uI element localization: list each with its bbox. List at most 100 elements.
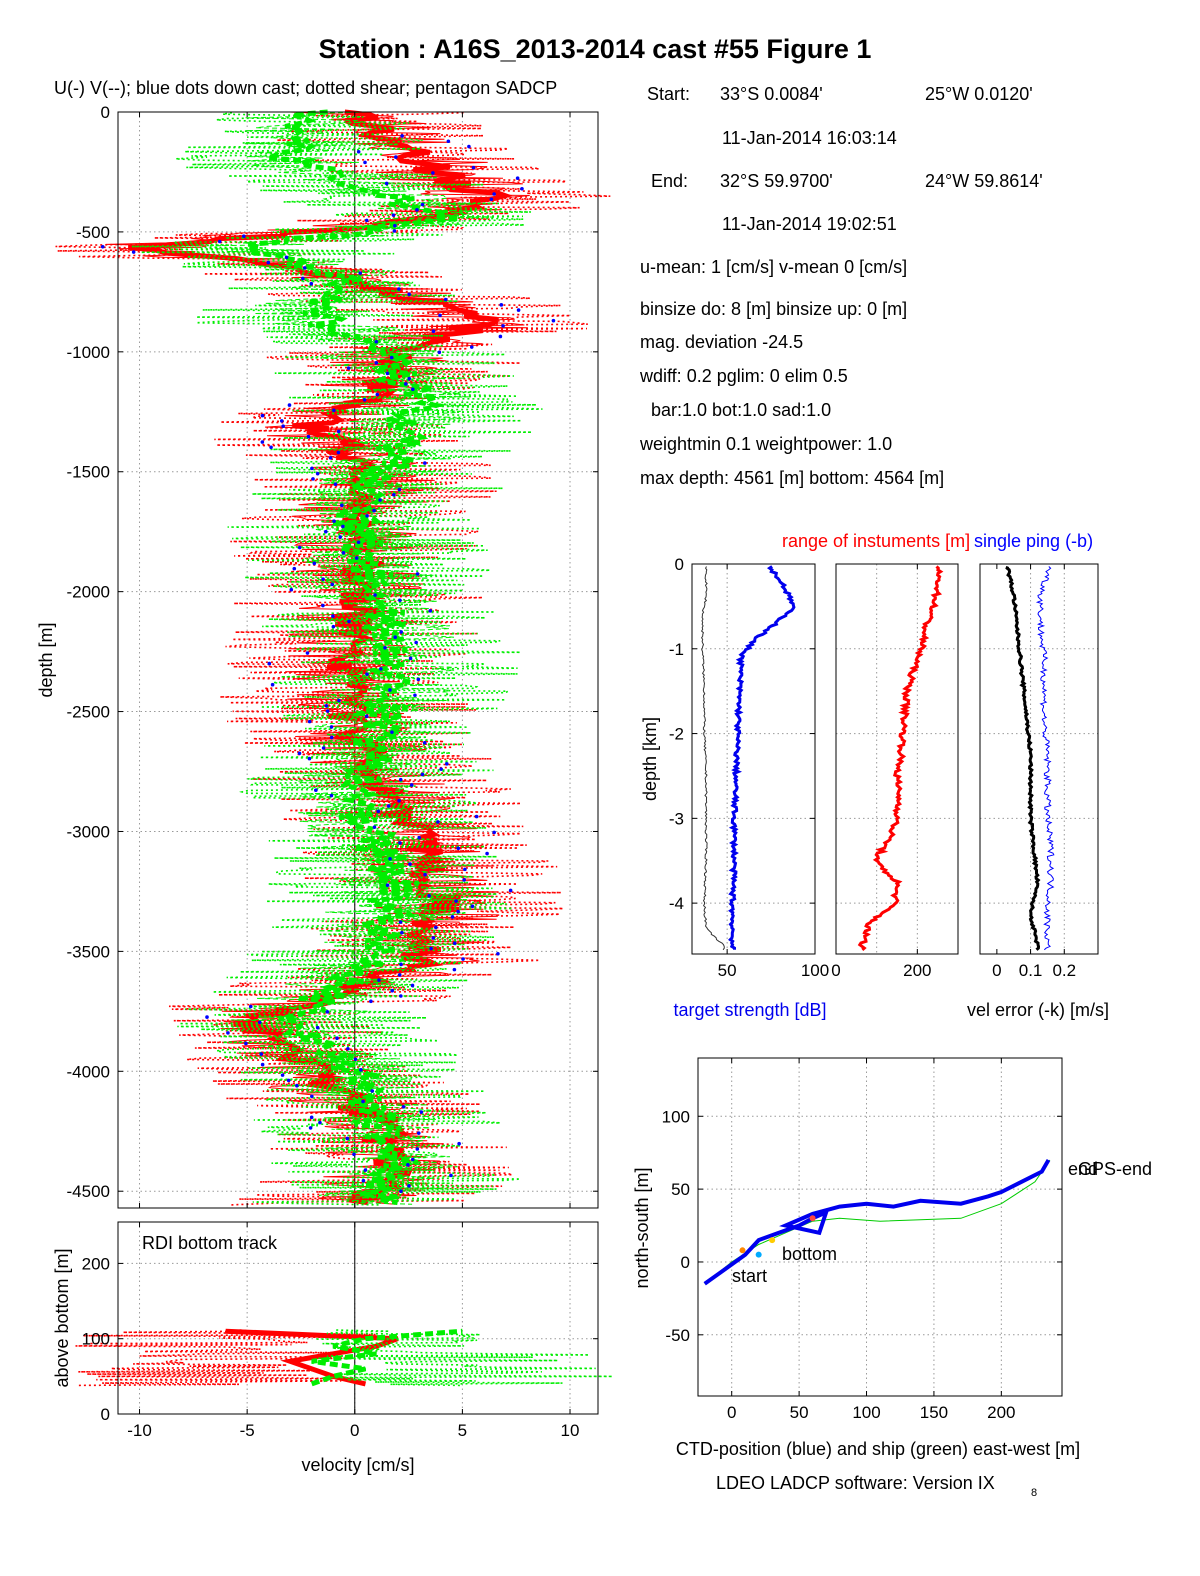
y-tick-label: 0 bbox=[101, 103, 110, 122]
track-marker bbox=[755, 1251, 762, 1258]
downcast-dot bbox=[471, 165, 476, 170]
downcast-dot bbox=[372, 825, 377, 829]
downcast-dot bbox=[431, 936, 436, 940]
x-tick-label: 200 bbox=[987, 1403, 1015, 1422]
target-strength-frame bbox=[691, 563, 816, 955]
target-strength-ylabel: depth [km] bbox=[640, 717, 660, 801]
track-marker bbox=[739, 1247, 746, 1254]
x-tick-label: -10 bbox=[127, 1421, 152, 1440]
downcast-dot bbox=[420, 772, 425, 777]
downcast-dot bbox=[390, 988, 395, 993]
x-tick-label: 50 bbox=[718, 961, 737, 980]
downcast-dot bbox=[410, 983, 415, 988]
figure-title: Station : A16S_2013-2014 cast #55 Figure… bbox=[319, 34, 872, 64]
downcast-dot bbox=[461, 957, 465, 961]
downcast-dot bbox=[361, 1099, 365, 1104]
x-tick-label: 0 bbox=[350, 1421, 359, 1440]
x-tick-label: 100 bbox=[801, 961, 829, 980]
shear-trace-u bbox=[55, 111, 611, 1206]
downcast-dot bbox=[520, 186, 524, 191]
ctd-track bbox=[703, 1158, 1051, 1286]
downcast-dot bbox=[452, 967, 457, 972]
downcast-dot bbox=[474, 814, 479, 819]
downcast-dot bbox=[354, 556, 359, 560]
figure-subtitle: U(-) V(--); blue dots down cast; dotted … bbox=[54, 78, 557, 98]
downcast-dot bbox=[321, 746, 326, 750]
downcast-dot bbox=[417, 835, 422, 840]
downcast-dot bbox=[378, 498, 382, 502]
downcast-dot bbox=[281, 424, 285, 428]
downcast-dot bbox=[399, 630, 403, 634]
x-tick-label: 0 bbox=[992, 961, 1001, 980]
downcast-dot bbox=[409, 783, 414, 787]
downcast-dot bbox=[363, 1168, 368, 1172]
downcast-dot bbox=[407, 376, 412, 381]
velocity-profile-ylabel: depth [m] bbox=[36, 622, 56, 697]
y-tick-label: -4500 bbox=[67, 1182, 110, 1201]
target-strength-line bbox=[728, 565, 796, 950]
track-label-gps-end: GPS-end bbox=[1078, 1159, 1152, 1179]
y-tick-label: -1500 bbox=[67, 463, 110, 482]
bottom-track-xlabel: velocity [cm/s] bbox=[301, 1455, 414, 1475]
velocity-trace-v bbox=[209, 111, 494, 1205]
velocity-profile-frame bbox=[117, 111, 599, 1209]
x-tick-label: 100 bbox=[852, 1403, 880, 1422]
downcast-dot bbox=[306, 434, 311, 439]
downcast-dot bbox=[370, 1089, 375, 1093]
downcast-dot bbox=[363, 160, 367, 165]
downcast-dot bbox=[390, 730, 394, 734]
downcast-dot bbox=[337, 698, 341, 703]
downcast-dot bbox=[383, 645, 387, 650]
weight-text: weightmin 0.1 weightpower: 1.0 bbox=[639, 434, 892, 454]
downcast-dot bbox=[295, 1083, 299, 1088]
y-tick-label: -50 bbox=[665, 1326, 690, 1345]
downcast-dot bbox=[312, 561, 317, 566]
downcast-dot bbox=[257, 1020, 262, 1025]
downcast-dot bbox=[436, 820, 440, 824]
downcast-dot bbox=[389, 355, 394, 360]
downcast-dot bbox=[416, 677, 421, 682]
downcast-dot bbox=[415, 572, 420, 576]
downcast-dot bbox=[501, 324, 505, 328]
track-label-end: end bbox=[1068, 1159, 1098, 1179]
start-lat: 33°S 0.0084' bbox=[720, 84, 823, 104]
downcast-dot bbox=[414, 640, 418, 645]
downcast-dot bbox=[324, 704, 329, 708]
downcast-dot bbox=[226, 1031, 230, 1035]
downcast-dot bbox=[467, 144, 471, 149]
downcast-dot bbox=[325, 1010, 330, 1014]
downcast-dot bbox=[346, 366, 351, 370]
downcast-dot bbox=[302, 266, 307, 270]
downcast-dot bbox=[325, 709, 330, 713]
velocity-profile-panel: 0 -500 -1000 -1500 -2000 -2500 -3000 -3500 -4000… bbox=[36, 103, 611, 1209]
downcast-dot bbox=[340, 503, 344, 508]
downcast-dot bbox=[346, 1046, 350, 1051]
downcast-dot bbox=[331, 614, 335, 618]
track-marker bbox=[809, 1215, 816, 1222]
bottom-profile-v bbox=[310, 1328, 463, 1387]
downcast-dot bbox=[362, 397, 367, 402]
downcast-dot bbox=[392, 229, 397, 233]
downcast-dot bbox=[338, 535, 343, 539]
downcast-dot bbox=[332, 519, 336, 523]
y-tick-label: 100 bbox=[82, 1330, 110, 1349]
downcast-dot bbox=[393, 223, 397, 228]
downcast-dot bbox=[336, 429, 341, 434]
downcast-dot bbox=[429, 946, 433, 951]
downcast-dot bbox=[485, 851, 489, 856]
downcast-dot bbox=[499, 303, 504, 307]
downcast-dot bbox=[332, 408, 336, 413]
downcast-dot bbox=[434, 925, 438, 930]
downcast-dot bbox=[374, 361, 379, 365]
x-tick-label: -5 bbox=[240, 1421, 255, 1440]
y-tick-label: -2500 bbox=[67, 703, 110, 722]
downcast-dot bbox=[423, 461, 427, 465]
downcast-dot bbox=[373, 593, 377, 597]
downcast-dot bbox=[359, 1068, 363, 1072]
downcast-dot bbox=[384, 181, 389, 186]
downcast-dot bbox=[321, 577, 325, 581]
y-tick-label: 100 bbox=[662, 1107, 690, 1126]
downcast-dot bbox=[301, 276, 305, 281]
downcast-dot bbox=[516, 308, 521, 312]
